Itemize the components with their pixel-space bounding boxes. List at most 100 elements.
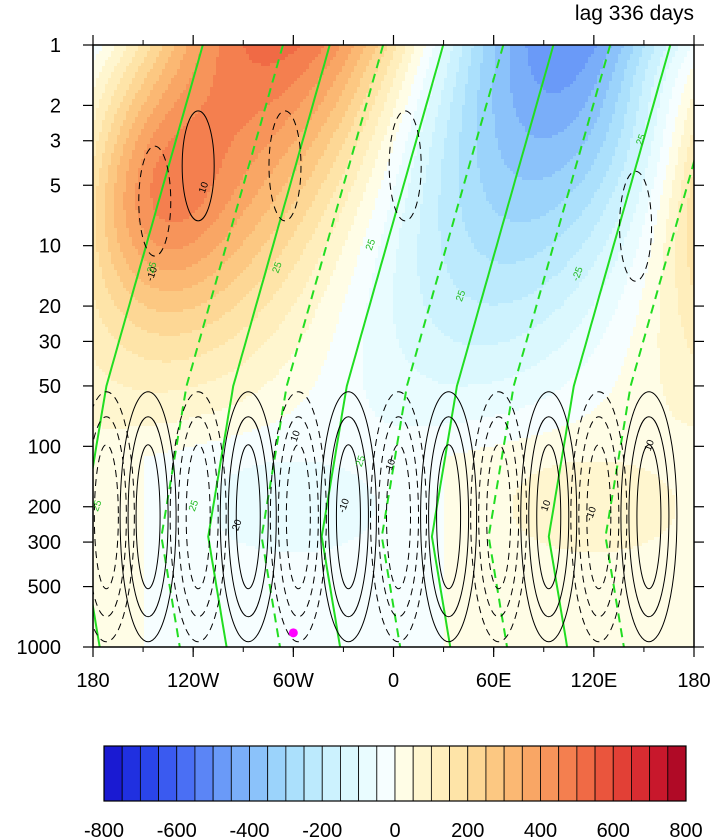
field-cell [567,66,571,70]
field-cell [411,54,415,58]
field-cell [450,78,454,82]
field-cell [456,102,460,106]
field-cell [210,84,214,88]
field-cell [504,84,508,88]
field-cell [603,84,607,88]
field-cell [639,51,643,55]
field-cell [123,63,127,67]
field-cell [96,96,100,100]
field-cell [120,111,124,115]
field-cell [558,84,562,88]
field-cell [369,108,373,112]
field-cell [108,84,112,88]
field-cell [156,45,160,49]
field-cell [690,66,694,70]
field-cell [555,111,559,115]
field-cell [168,69,172,73]
field-cell [546,87,550,91]
field-cell [498,51,502,55]
field-cell [603,57,607,61]
field-cell [480,81,484,85]
field-cell [288,69,292,73]
field-cell [111,105,115,109]
field-cell [495,111,499,115]
field-cell [303,108,307,112]
field-cell [384,45,388,49]
field-cell [132,81,136,85]
field-cell [189,72,193,76]
field-cell [627,57,631,61]
field-cell [144,108,148,112]
field-cell [435,96,439,100]
field-cell [270,93,274,97]
field-cell [411,93,415,97]
field-cell [243,105,247,109]
field-cell [441,93,445,97]
field-cell [342,117,346,121]
field-cell [501,105,505,109]
field-cell [132,66,136,70]
field-cell [222,102,226,106]
field-cell [198,60,202,64]
field-cell [264,66,268,70]
field-cell [660,108,664,112]
field-cell [96,69,100,73]
field-cell [264,75,268,79]
field-cell [270,57,274,61]
field-cell [180,81,184,85]
field-cell [330,108,334,112]
field-cell [135,108,139,112]
field-cell [285,81,289,85]
field-cell [462,78,466,82]
field-cell [111,102,115,106]
field-cell [636,111,640,115]
field-cell [474,105,478,109]
field-cell [192,51,196,55]
field-cell [249,117,253,121]
field-cell [192,45,196,49]
field-cell [441,84,445,88]
field-cell [147,93,151,97]
field-cell [372,114,376,118]
field-cell [447,63,451,67]
field-cell [663,69,667,73]
field-cell [564,105,568,109]
field-cell [162,51,166,55]
field-cell [669,114,673,118]
field-cell [240,54,244,58]
field-cell [612,75,616,79]
field-cell [591,75,595,79]
field-cell [153,78,157,82]
field-cell [513,54,517,58]
field-cell [678,108,682,112]
field-cell [237,102,241,106]
field-cell [390,48,394,52]
field-cell [324,48,328,52]
field-cell [603,45,607,49]
field-cell [150,87,154,91]
field-cell [120,99,124,103]
field-cell [603,114,607,118]
field-cell [249,54,253,58]
field-cell [600,72,604,76]
field-cell [255,99,259,103]
field-cell [447,84,451,88]
field-cell [429,72,433,76]
field-cell [144,81,148,85]
field-cell [519,105,523,109]
field-cell [450,93,454,97]
field-cell [513,102,517,106]
field-cell [222,117,226,121]
field-cell [606,84,610,88]
field-cell [573,114,577,118]
field-cell [264,99,268,103]
field-cell [165,51,169,55]
field-cell [318,114,322,118]
field-cell [336,63,340,67]
field-cell [255,69,259,73]
field-cell [237,54,241,58]
field-cell [177,51,181,55]
field-cell [468,45,472,49]
field-cell [261,72,265,76]
field-cell [402,57,406,61]
